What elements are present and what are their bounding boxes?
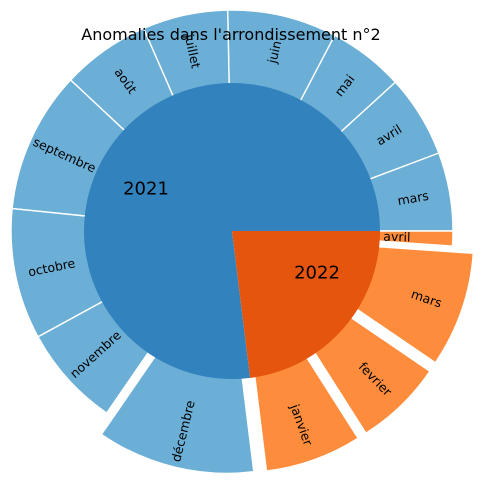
year-label-2022: 2022: [294, 263, 340, 284]
year-wedge-2022: [232, 231, 380, 378]
month-label-2021-juin: juin: [264, 39, 284, 66]
month-label-2021-juillet: juillet: [181, 32, 203, 70]
chart-title: Anomalies dans l'arrondissement n°2: [81, 25, 380, 44]
year-wedge-2021: [84, 83, 380, 380]
month-label-2022-avril: avril: [383, 229, 411, 245]
month-label-2021-mars: mars: [396, 188, 430, 208]
year-ring: [84, 83, 380, 380]
year-label-2021: 2021: [123, 179, 169, 200]
